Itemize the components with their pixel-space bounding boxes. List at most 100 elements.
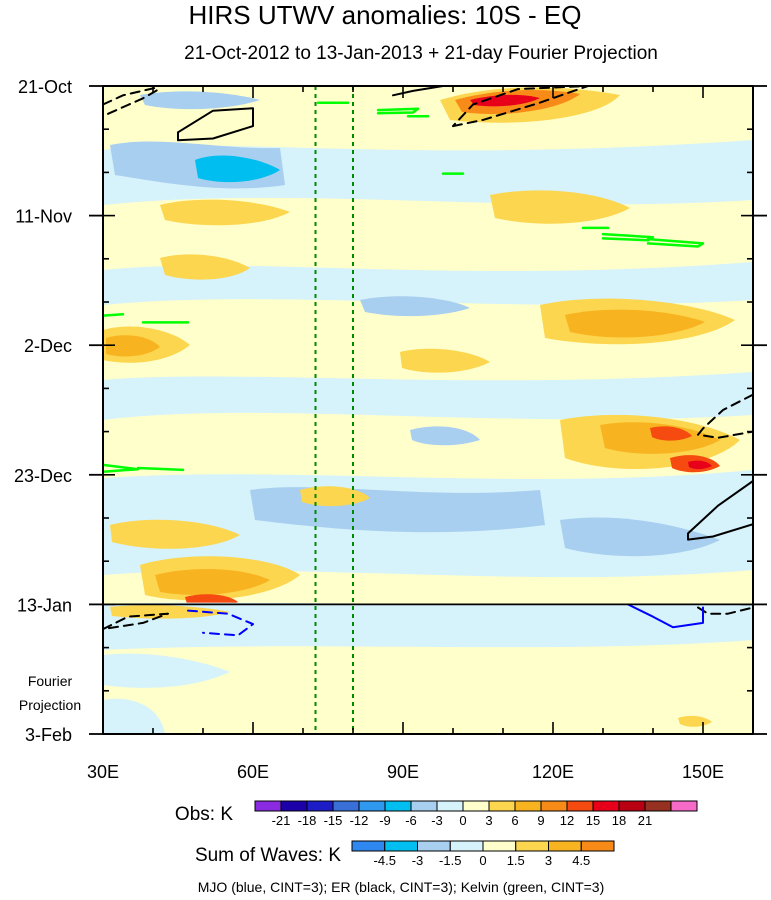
obs-colorbar-swatch <box>592 800 620 812</box>
x-tick-label: 90E <box>387 762 419 782</box>
obs-colorbar-swatch <box>618 800 646 812</box>
wave-colorbar-level-label: -3 <box>412 853 424 868</box>
y-tick-label: 21-Oct <box>18 77 72 97</box>
kelvin-contour <box>136 466 185 472</box>
wave-colorbar-level-label: -4.5 <box>374 853 396 868</box>
anomaly-patch <box>650 426 692 441</box>
obs-colorbar-swatch <box>462 800 490 812</box>
wave-colorbar-swatch <box>482 840 517 852</box>
wave-colorbar-label: Sum of Waves: K <box>195 845 341 866</box>
obs-colorbar-swatch <box>384 800 412 812</box>
er-contour <box>697 393 753 439</box>
anomaly-patch <box>140 91 260 110</box>
wave-colorbar-swatch <box>515 840 549 852</box>
obs-colorbar-level-label: 12 <box>560 813 574 828</box>
obs-colorbar-swatch <box>670 800 698 812</box>
anomaly-patch <box>565 309 705 338</box>
wave-colorbar-level-label: 0 <box>479 853 486 868</box>
projection-patch <box>110 605 230 619</box>
anomaly-fill-layer <box>103 87 753 734</box>
projection-label-line2: Projection <box>19 697 81 713</box>
mjo-contour <box>627 603 704 629</box>
obs-colorbar-swatch <box>410 800 438 812</box>
footer-note: MJO (blue, CINT=3); ER (black, CINT=3); … <box>198 879 605 895</box>
projection-patch <box>103 602 753 650</box>
plot-area <box>103 86 753 734</box>
obs-colorbar-level-label: -12 <box>350 813 369 828</box>
obs-colorbar-level-label: 9 <box>537 813 544 828</box>
y-tick-label: 2-Dec <box>24 336 72 356</box>
wave-colorbar-swatch <box>548 840 582 852</box>
obs-colorbar-swatch <box>644 800 672 812</box>
obs-colorbar-level-label: 15 <box>586 813 600 828</box>
er-contour <box>177 107 254 142</box>
wave-colorbar-level-label: 1.5 <box>507 853 525 868</box>
er-contour <box>687 480 753 541</box>
anomaly-patch <box>400 348 490 373</box>
obs-colorbar: -21 -18 -15 -12 -9 -6 -3 0 3 6 9 12 15 18 21 <box>254 800 698 828</box>
obs-colorbar-level-label: 21 <box>638 813 652 828</box>
y-tick-label: 13-Jan <box>17 595 72 615</box>
kelvin-contour <box>376 107 420 115</box>
obs-colorbar-swatch <box>358 800 386 812</box>
anomaly-patch <box>300 486 370 507</box>
wave-colorbar-level-label: -1.5 <box>439 853 461 868</box>
projection-patch <box>103 653 230 688</box>
obs-colorbar-level-label: 0 <box>459 813 466 828</box>
x-tick-label: 60E <box>237 762 269 782</box>
wave-colorbar: -4.5 -3 -1.5 0 1.5 3 4.5 <box>351 840 615 868</box>
chart-title: HIRS UTWV anomalies: 10S - EQ <box>189 0 582 30</box>
obs-colorbar-level-label: -6 <box>405 813 417 828</box>
obs-colorbar-swatch <box>280 800 308 812</box>
anomaly-patch <box>360 296 470 317</box>
obs-colorbar-swatch <box>488 800 516 812</box>
obs-colorbar-swatch <box>514 800 542 812</box>
plot-frame <box>102 85 754 735</box>
anomaly-patch <box>103 372 753 420</box>
wave-colorbar-swatch <box>449 840 484 852</box>
obs-colorbar-level-label: 18 <box>612 813 626 828</box>
y-axis: 21-Oct 11-Nov 2-Dec 23-Dec 13-Jan 3-Feb <box>14 77 767 745</box>
obs-colorbar-swatch <box>306 800 334 812</box>
anomaly-patch <box>490 190 630 224</box>
y-tick-label: 11-Nov <box>15 207 72 227</box>
obs-colorbar-level-label: -3 <box>431 813 443 828</box>
anomaly-patch <box>410 426 480 446</box>
y-tick-label: 3-Feb <box>25 725 72 745</box>
wave-colorbar-swatch <box>351 840 386 852</box>
wave-colorbar-level-label: 4.5 <box>572 853 590 868</box>
anomaly-patch <box>155 568 270 595</box>
obs-colorbar-level-label: -9 <box>379 813 391 828</box>
obs-colorbar-swatch <box>332 800 360 812</box>
anomaly-patch <box>110 519 240 549</box>
anomaly-patch <box>160 254 250 280</box>
wave-colorbar-swatch <box>417 840 451 852</box>
kelvin-contour <box>103 313 125 317</box>
anomaly-patch <box>688 460 712 470</box>
reference-longitude-lines <box>314 86 354 734</box>
x-tick-label: 30E <box>87 762 119 782</box>
er-contour <box>103 612 169 631</box>
obs-colorbar-level-label: -15 <box>324 813 343 828</box>
obs-colorbar-label: Obs: K <box>175 804 233 825</box>
er-contour <box>392 86 444 97</box>
mjo-contour <box>187 609 254 637</box>
obs-colorbar-level-label: 3 <box>485 813 492 828</box>
x-tick-label: 150E <box>682 762 724 782</box>
er-contour <box>103 86 159 106</box>
er-contour <box>107 88 159 115</box>
obs-colorbar-swatch <box>540 800 568 812</box>
y-tick-label: 23-Dec <box>14 466 72 486</box>
anomaly-patch <box>106 335 160 357</box>
wave-colorbar-swatch <box>384 840 418 852</box>
wave-colorbar-swatch <box>580 840 615 852</box>
chart-subtitle: 21-Oct-2012 to 13-Jan-2013 + 21-day Four… <box>184 43 658 64</box>
obs-colorbar-swatch <box>254 800 282 812</box>
anomaly-patch <box>195 155 280 183</box>
anomaly-patch <box>103 262 753 305</box>
x-tick-label: 120E <box>532 762 574 782</box>
anomaly-patch <box>470 94 540 107</box>
anomaly-patch <box>560 517 720 557</box>
obs-colorbar-swatch <box>436 800 464 812</box>
